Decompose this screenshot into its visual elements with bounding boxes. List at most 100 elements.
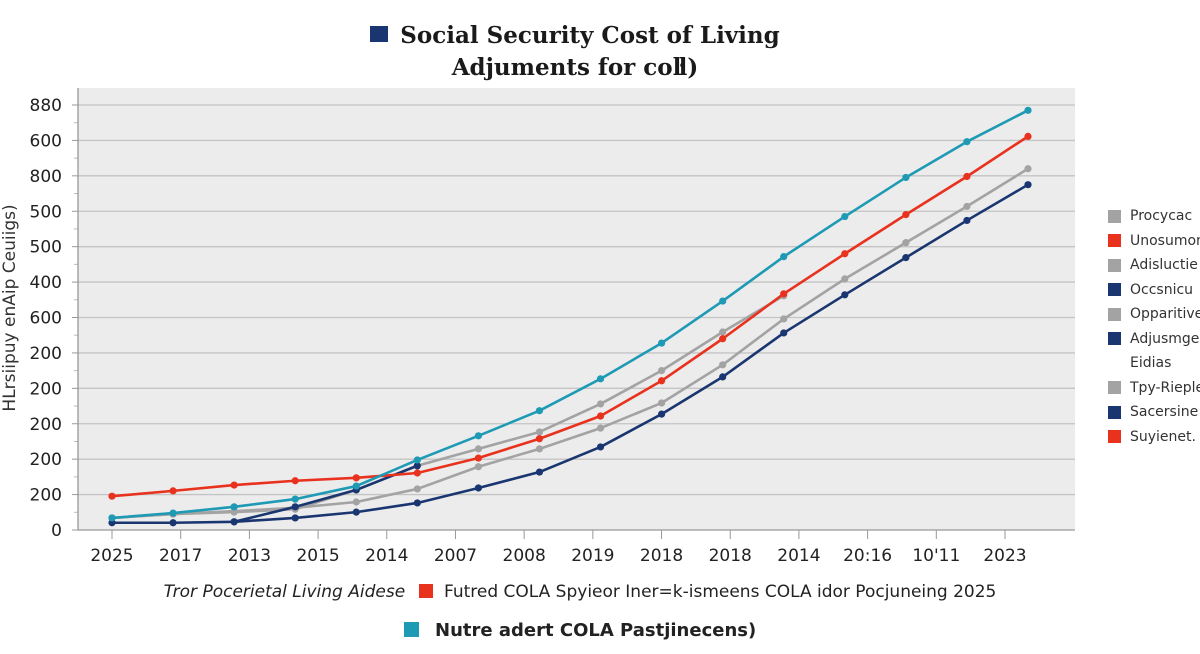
bottom-legend-text: Tror Pocerietal Living Aidese [163, 582, 406, 602]
legend-swatch [1108, 283, 1121, 297]
y-tick-label: 600 [30, 309, 62, 329]
data-point [291, 514, 299, 522]
data-point [658, 410, 666, 418]
x-tick-label: 2015 [296, 546, 339, 566]
plot-background [78, 88, 1075, 530]
data-point [719, 361, 727, 369]
x-tick-label: 2018 [640, 546, 683, 566]
x-tick-label: 2008 [503, 546, 546, 566]
y-tick-label: 880 [30, 96, 62, 116]
data-point [535, 468, 544, 476]
data-point [658, 377, 666, 385]
data-point [780, 290, 788, 298]
bottom-legend-label-teal: Nutre adert COLA Pastjinecens) [435, 620, 757, 641]
legend-label: Opparitive [1130, 306, 1200, 322]
y-tick-label: 200 [30, 415, 62, 435]
data-point [963, 138, 971, 146]
legend-swatch [1108, 234, 1121, 248]
data-point [230, 518, 238, 526]
data-point [658, 399, 666, 407]
data-point [352, 474, 360, 482]
data-point [474, 484, 482, 492]
legend-label: Adjusmge [1130, 330, 1200, 347]
data-point [1024, 132, 1032, 140]
x-tick-label: 2013 [228, 546, 271, 566]
x-tick-label: 2017 [159, 546, 202, 566]
data-point [413, 456, 421, 464]
data-point [291, 477, 299, 485]
data-point [169, 487, 177, 495]
legend-item: Opparitive [1108, 302, 1200, 327]
data-point [413, 462, 421, 470]
data-point [902, 211, 910, 219]
legend-swatch [1108, 405, 1121, 419]
data-point [535, 445, 544, 453]
legend-item: Procycac [1108, 204, 1200, 229]
legend-item: Suyienet. [1108, 425, 1200, 450]
data-point [719, 373, 727, 381]
bottom-legend-swatch-teal [403, 622, 419, 637]
data-point [963, 216, 971, 225]
data-point [413, 469, 421, 477]
data-point [596, 412, 605, 420]
data-point [596, 443, 605, 451]
legend-swatch [1108, 307, 1121, 321]
legend-label: Eidias [1130, 355, 1172, 371]
data-point [780, 315, 788, 323]
y-tick-label: 200 [30, 344, 62, 364]
x-tick-label: 2018 [709, 546, 752, 566]
legend-item: Adisluctie [1108, 253, 1200, 278]
data-point [719, 335, 727, 343]
legend-item: Tpy-Rieple [1108, 376, 1200, 401]
data-point [352, 482, 360, 490]
y-tick-label: 800 [30, 167, 62, 187]
legend-item: Occsnicu [1108, 278, 1200, 303]
bottom-legend-label-red: Futred COLA Spyieor Iner=k-ismeens COLA … [443, 582, 997, 602]
y-tick-label: 200 [30, 486, 62, 506]
data-point [719, 297, 727, 305]
legend-label: Occsnicu [1130, 281, 1194, 298]
data-point [474, 432, 482, 440]
legend-label: Adisluctie [1130, 257, 1198, 273]
data-point [902, 173, 910, 182]
data-point [230, 481, 238, 489]
data-point [596, 400, 605, 408]
title-text: Social Security Cost of Living [400, 22, 780, 49]
line-chart: 0 200 200 200 200 200 600 400 500 500 800 600 880 202… [30, 88, 1075, 566]
data-point [596, 424, 605, 432]
y-axis-label: HLrsiipuy enAip Ceuiigs) [0, 204, 20, 412]
data-point [719, 328, 727, 336]
chart-title: Social Security Cost of Living Adjuments… [0, 20, 1150, 84]
legend-right: Procycac Unosumon Adisluctie Occsnicu Oppari… [1108, 204, 1200, 449]
series-line [111, 135, 1029, 498]
legend-item: Adjusmge [1108, 327, 1200, 352]
x-tick-label: 10'11 [912, 546, 960, 566]
data-point [291, 503, 299, 511]
legend-swatch [1108, 430, 1121, 444]
data-point [1024, 181, 1032, 189]
legend-swatch [1108, 381, 1121, 395]
x-tick-label: 2014 [777, 546, 820, 566]
data-point [169, 509, 177, 517]
data-point [963, 172, 971, 181]
data-point [841, 250, 849, 258]
legend-label: Procycac [1130, 208, 1193, 224]
data-point [352, 508, 360, 516]
legend-item: Unosumon [1108, 229, 1200, 254]
bottom-legend-row-2: Nutre adert COLA Pastjinecens) [0, 620, 1160, 641]
data-point [780, 329, 788, 337]
x-tick-label: 2019 [571, 546, 614, 566]
data-point [658, 367, 666, 375]
series-line [233, 464, 418, 524]
x-tick-label: 2014 [365, 546, 408, 566]
data-point [535, 435, 544, 443]
chart-subtitle: Adjuments for coŀl) [451, 54, 699, 81]
y-tick-label: 200 [30, 450, 62, 470]
legend-label: Unosumon [1130, 232, 1200, 249]
y-tick-label: 500 [30, 238, 62, 258]
bottom-legend-row-1: Tror Pocerietal Living Aidese Futred COL… [0, 582, 1160, 602]
data-point [474, 445, 482, 453]
data-point [352, 498, 360, 506]
legend-label: Suyienet. [1130, 428, 1196, 445]
x-tick-label: 2025 [90, 546, 133, 566]
